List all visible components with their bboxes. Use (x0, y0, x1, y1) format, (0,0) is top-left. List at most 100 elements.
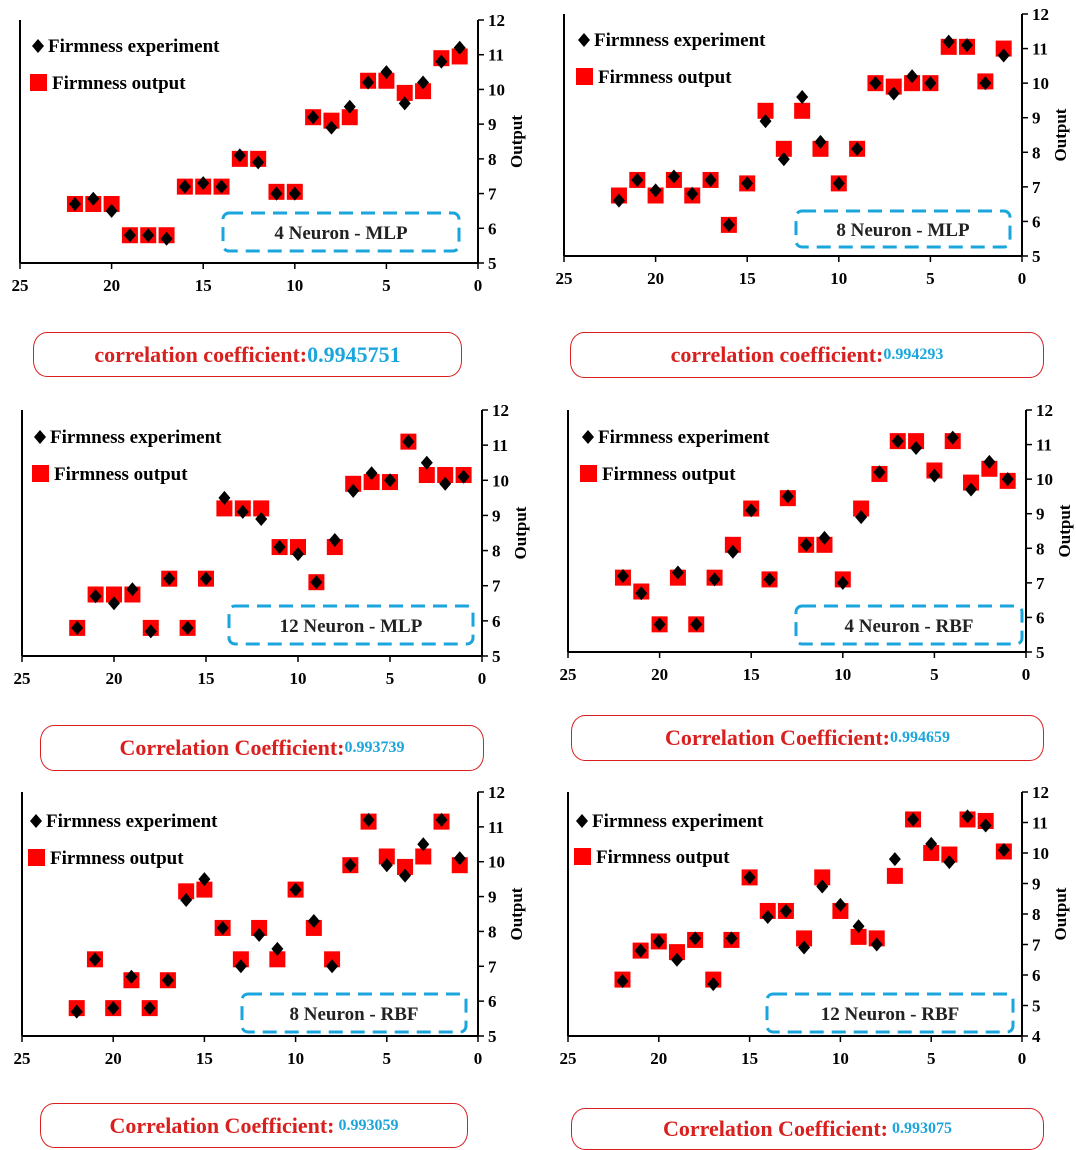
experiment-point (834, 897, 847, 912)
correlation-value: 0.9945751 (307, 341, 401, 367)
experiment-point (946, 430, 959, 445)
experiment-point (836, 575, 849, 590)
experiment-point (852, 919, 865, 934)
legend-output-label: Firmness output (602, 464, 736, 485)
legend-experiment-label: Firmness experiment (592, 811, 764, 832)
experiment-point (197, 176, 210, 191)
experiment-point (761, 910, 774, 925)
experiment-point (745, 503, 758, 518)
experiment-point (307, 913, 320, 928)
legend-experiment-marker (30, 814, 42, 828)
output-point (757, 102, 774, 119)
legend-output-marker (580, 465, 597, 482)
y-tick-label: 12 (488, 783, 505, 802)
correlation-badge-4: Correlation Coefficient: 0.994659 (571, 715, 1044, 761)
y-tick-label: 9 (1032, 875, 1041, 894)
output-point (853, 500, 870, 517)
experiment-point (888, 852, 901, 867)
experiment-point (270, 186, 283, 201)
model-label-box (765, 992, 1015, 1034)
experiment-point (943, 855, 956, 870)
legend-output-label: Firmness output (598, 67, 732, 88)
y-tick-label: 7 (488, 185, 497, 204)
experiment-point (997, 48, 1010, 63)
y-tick-label: 7 (488, 957, 497, 976)
legend-experiment-marker (32, 39, 44, 53)
x-tick-label: 20 (650, 1049, 667, 1068)
experiment-point (722, 217, 735, 232)
experiment-point (105, 203, 118, 218)
model-label-box (221, 211, 461, 253)
experiment-point (307, 110, 320, 125)
y-tick-label: 11 (492, 436, 508, 455)
x-tick-label: 25 (12, 276, 29, 295)
x-tick-label: 20 (647, 269, 664, 288)
experiment-point (343, 99, 356, 114)
experiment-point (781, 489, 794, 504)
x-tick-label: 15 (195, 276, 212, 295)
output-point (437, 467, 454, 484)
output-point (396, 84, 413, 101)
experiment-point (453, 40, 466, 55)
legend-experiment-label: Firmness experiment (50, 427, 222, 448)
experiment-point (741, 176, 754, 191)
output-point (196, 881, 213, 898)
experiment-point (255, 511, 268, 526)
x-tick-label: 0 (1022, 665, 1031, 684)
experiment-point (125, 969, 138, 984)
experiment-point (708, 572, 721, 587)
experiment-point (870, 937, 883, 952)
x-tick-label: 0 (474, 1049, 483, 1068)
legend-output-marker (28, 849, 45, 866)
experiment-point (200, 571, 212, 586)
x-tick-label: 10 (832, 1049, 849, 1068)
x-tick-label: 25 (560, 665, 577, 684)
experiment-point (725, 931, 738, 946)
model-label-box (794, 604, 1024, 646)
experiment-point (800, 537, 813, 552)
experiment-point (380, 65, 393, 80)
y-tick-label: 5 (1036, 643, 1045, 662)
y-tick-label: 5 (492, 647, 501, 666)
legend-output-label: Firmness output (596, 847, 730, 868)
legend-output-marker (574, 848, 591, 865)
experiment-point (108, 596, 120, 611)
output-point (415, 848, 432, 865)
output-point (814, 869, 831, 886)
experiment-point (252, 155, 265, 170)
model-label: 4 Neuron - RBF (845, 616, 974, 637)
y-tick-label: 8 (488, 922, 497, 941)
output-point (341, 109, 358, 126)
output-point (850, 928, 867, 945)
legend-experiment-marker (578, 33, 590, 47)
experiment-point (997, 842, 1010, 857)
y-tick-label: 12 (1032, 5, 1049, 24)
x-tick-label: 0 (478, 669, 487, 688)
experiment-point (635, 586, 648, 601)
output-point (886, 867, 903, 884)
experiment-point (965, 482, 978, 497)
correlation-label: correlation coefficient: (94, 341, 308, 367)
experiment-point (906, 69, 919, 84)
chart-panel-6: 25 20 15 10 5 04 5 6 7 8 9 10 11 12 Output 12 Neuron - … (560, 783, 1071, 1068)
legend-experiment-marker (34, 430, 46, 444)
experiment-point (126, 582, 139, 597)
experiment-point (178, 179, 191, 194)
y-tick-label: 5 (1032, 997, 1041, 1016)
y-tick-label: 4 (1032, 1027, 1041, 1046)
x-tick-label: 15 (198, 669, 215, 688)
x-tick-label: 5 (382, 276, 391, 295)
y-tick-label: 6 (492, 612, 501, 631)
x-tick-label: 15 (741, 1049, 758, 1068)
experiment-point (216, 920, 229, 935)
x-tick-label: 25 (14, 1049, 31, 1068)
experiment-point (667, 169, 680, 184)
experiment-point (198, 872, 211, 887)
y-axis-label: Output (1051, 108, 1070, 161)
experiment-point (928, 468, 941, 483)
legend-experiment-marker (582, 430, 594, 444)
experiment-point (142, 228, 155, 243)
experiment-point (726, 544, 739, 559)
output-point (397, 858, 414, 875)
y-tick-label: 9 (492, 506, 501, 525)
